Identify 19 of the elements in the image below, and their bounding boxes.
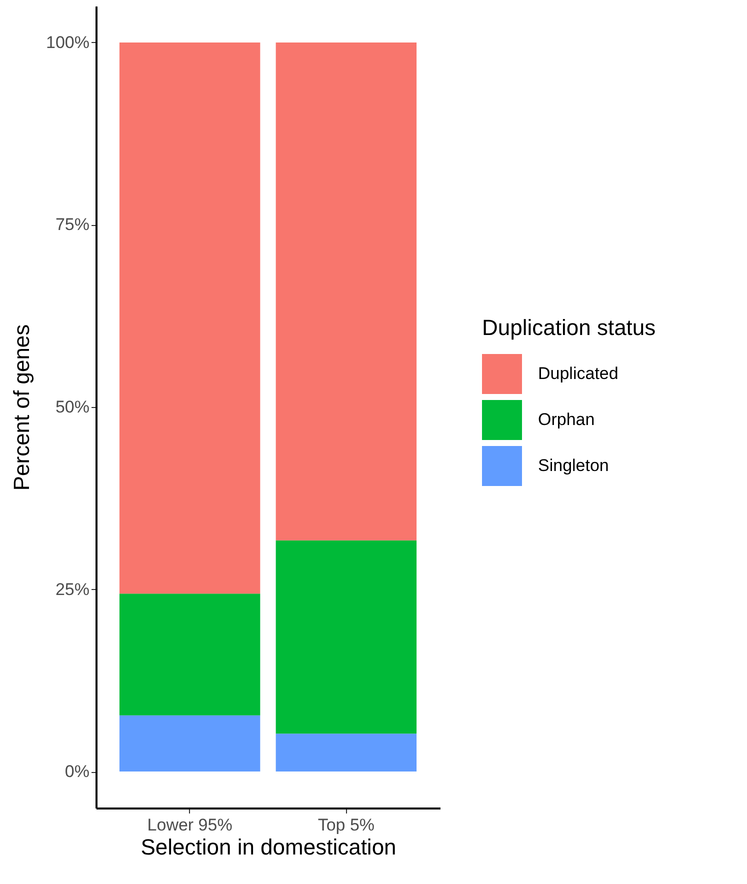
legend-label: Duplicated bbox=[538, 364, 618, 383]
legend-title: Duplication status bbox=[482, 315, 656, 340]
bar bbox=[276, 540, 417, 734]
y-tick-label: 100% bbox=[46, 32, 90, 52]
bar bbox=[276, 42, 417, 540]
y-tick-label: 50% bbox=[55, 398, 90, 416]
x-tick-label: Lower 95% bbox=[147, 816, 232, 834]
legend-label: Singleton bbox=[538, 456, 609, 475]
bar bbox=[119, 715, 260, 772]
legend-label: Orphan bbox=[538, 410, 595, 429]
x-axis-title: Selection in domestication bbox=[140, 834, 396, 860]
y-tick-label: 25% bbox=[55, 580, 90, 599]
y-tick-label: 0% bbox=[64, 762, 90, 782]
bar bbox=[119, 42, 260, 594]
y-axis-title: Percent of genes bbox=[9, 324, 34, 491]
y-tick-label: 75% bbox=[55, 215, 90, 234]
bar bbox=[276, 734, 417, 772]
x-tick-label: Top 5% bbox=[318, 816, 375, 834]
bar bbox=[119, 594, 260, 716]
